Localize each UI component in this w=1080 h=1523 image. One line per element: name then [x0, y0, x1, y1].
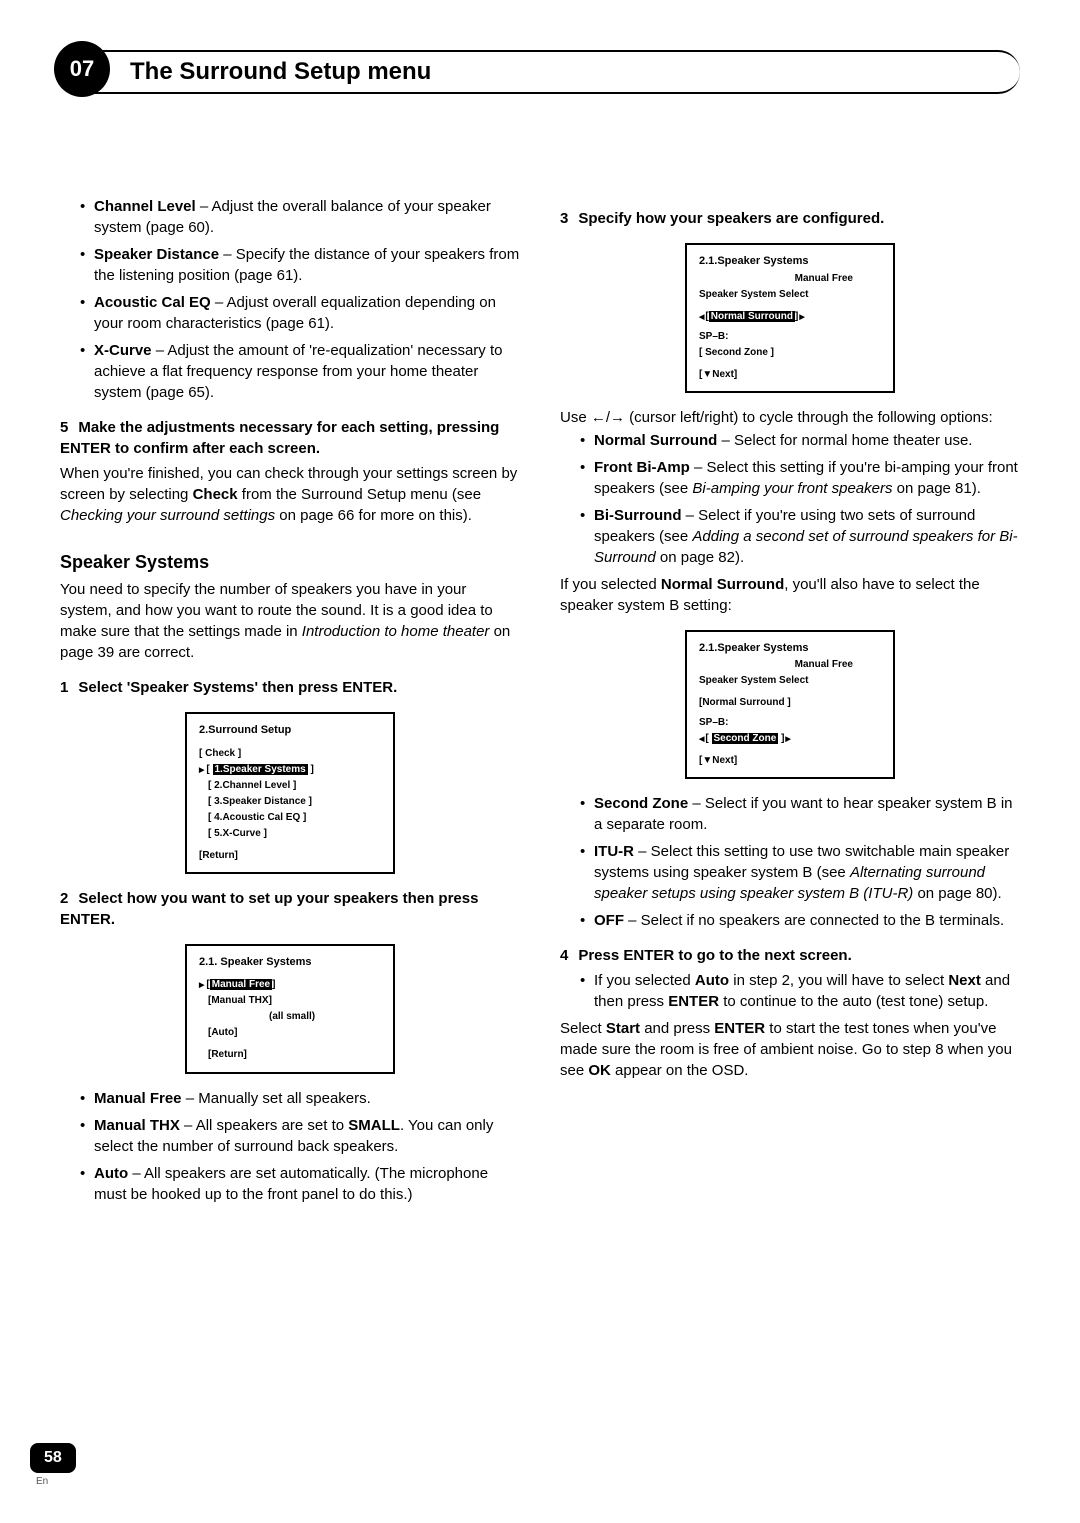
cursor-instruction: Use ←/→ (cursor left/right) to cycle thr… — [560, 407, 1020, 428]
speaker-systems-heading: Speaker Systems — [60, 550, 520, 575]
opt-second-zone: Second Zone – Select if you want to hear… — [580, 793, 1020, 835]
setting-channel-level: Channel Level – Adjust the overall balan… — [80, 196, 520, 238]
system-options-a: Normal Surround – Select for normal home… — [560, 430, 1020, 568]
osd-speaker-select-b: 2.1.Speaker Systems Manual Free Speaker … — [685, 630, 895, 780]
system-options-b: Second Zone – Select if you want to hear… — [560, 793, 1020, 931]
settings-list: Channel Level – Adjust the overall balan… — [60, 196, 520, 403]
step-1-heading: 1Select 'Speaker Systems' then press ENT… — [60, 677, 520, 698]
chapter-badge: 07 — [54, 41, 110, 97]
osd-speaker-systems: 2.1. Speaker Systems [Manual Free] [Manu… — [185, 944, 395, 1074]
opt-bi-surround: Bi-Surround – Select if you're using two… — [580, 505, 1020, 568]
content-columns: Channel Level – Adjust the overall balan… — [60, 194, 1020, 1211]
chapter-header: 07 The Surround Setup menu — [60, 50, 1020, 94]
setting-speaker-distance: Speaker Distance – Specify the distance … — [80, 244, 520, 286]
right-column: 3Specify how your speakers are configure… — [560, 194, 1020, 1211]
opt-off: OFF – Select if no speakers are connecte… — [580, 910, 1020, 931]
chapter-title: The Surround Setup menu — [130, 58, 431, 86]
mode-auto: Auto – All speakers are set automaticall… — [80, 1163, 520, 1205]
left-column: Channel Level – Adjust the overall balan… — [60, 194, 520, 1211]
final-instruction: Select Start and press ENTER to start th… — [560, 1018, 1020, 1081]
step-4-heading: 4Press ENTER to go to the next screen. — [560, 945, 1020, 966]
page-language: En — [36, 1476, 48, 1487]
setting-x-curve: X-Curve – Adjust the amount of 're-equal… — [80, 340, 520, 403]
step-2-heading: 2Select how you want to set up your spea… — [60, 888, 520, 930]
osd-surround-setup: 2.Surround Setup [ Check ] [ 1.Speaker S… — [185, 712, 395, 874]
step-3-heading: 3Specify how your speakers are configure… — [560, 208, 1020, 229]
step-5-body: When you're finished, you can check thro… — [60, 463, 520, 526]
osd-speaker-select-a: 2.1.Speaker Systems Manual Free Speaker … — [685, 243, 895, 393]
step-4-sub: If you selected Auto in step 2, you will… — [560, 970, 1020, 1012]
setup-modes-list: Manual Free – Manually set all speakers.… — [60, 1088, 520, 1205]
page-number-badge: 58 — [30, 1443, 76, 1473]
step-5-heading: 5Make the adjustments necessary for each… — [60, 417, 520, 459]
mode-manual-thx: Manual THX – All speakers are set to SMA… — [80, 1115, 520, 1157]
normal-surround-note: If you selected Normal Surround, you'll … — [560, 574, 1020, 616]
step-4-sub-item: If you selected Auto in step 2, you will… — [580, 970, 1020, 1012]
setting-acoustic-cal-eq: Acoustic Cal EQ – Adjust overall equaliz… — [80, 292, 520, 334]
opt-normal-surround: Normal Surround – Select for normal home… — [580, 430, 1020, 451]
mode-manual-free: Manual Free – Manually set all speakers. — [80, 1088, 520, 1109]
opt-itu-r: ITU-R – Select this setting to use two s… — [580, 841, 1020, 904]
opt-front-biamp: Front Bi-Amp – Select this setting if yo… — [580, 457, 1020, 499]
speaker-systems-intro: You need to specify the number of speake… — [60, 579, 520, 663]
